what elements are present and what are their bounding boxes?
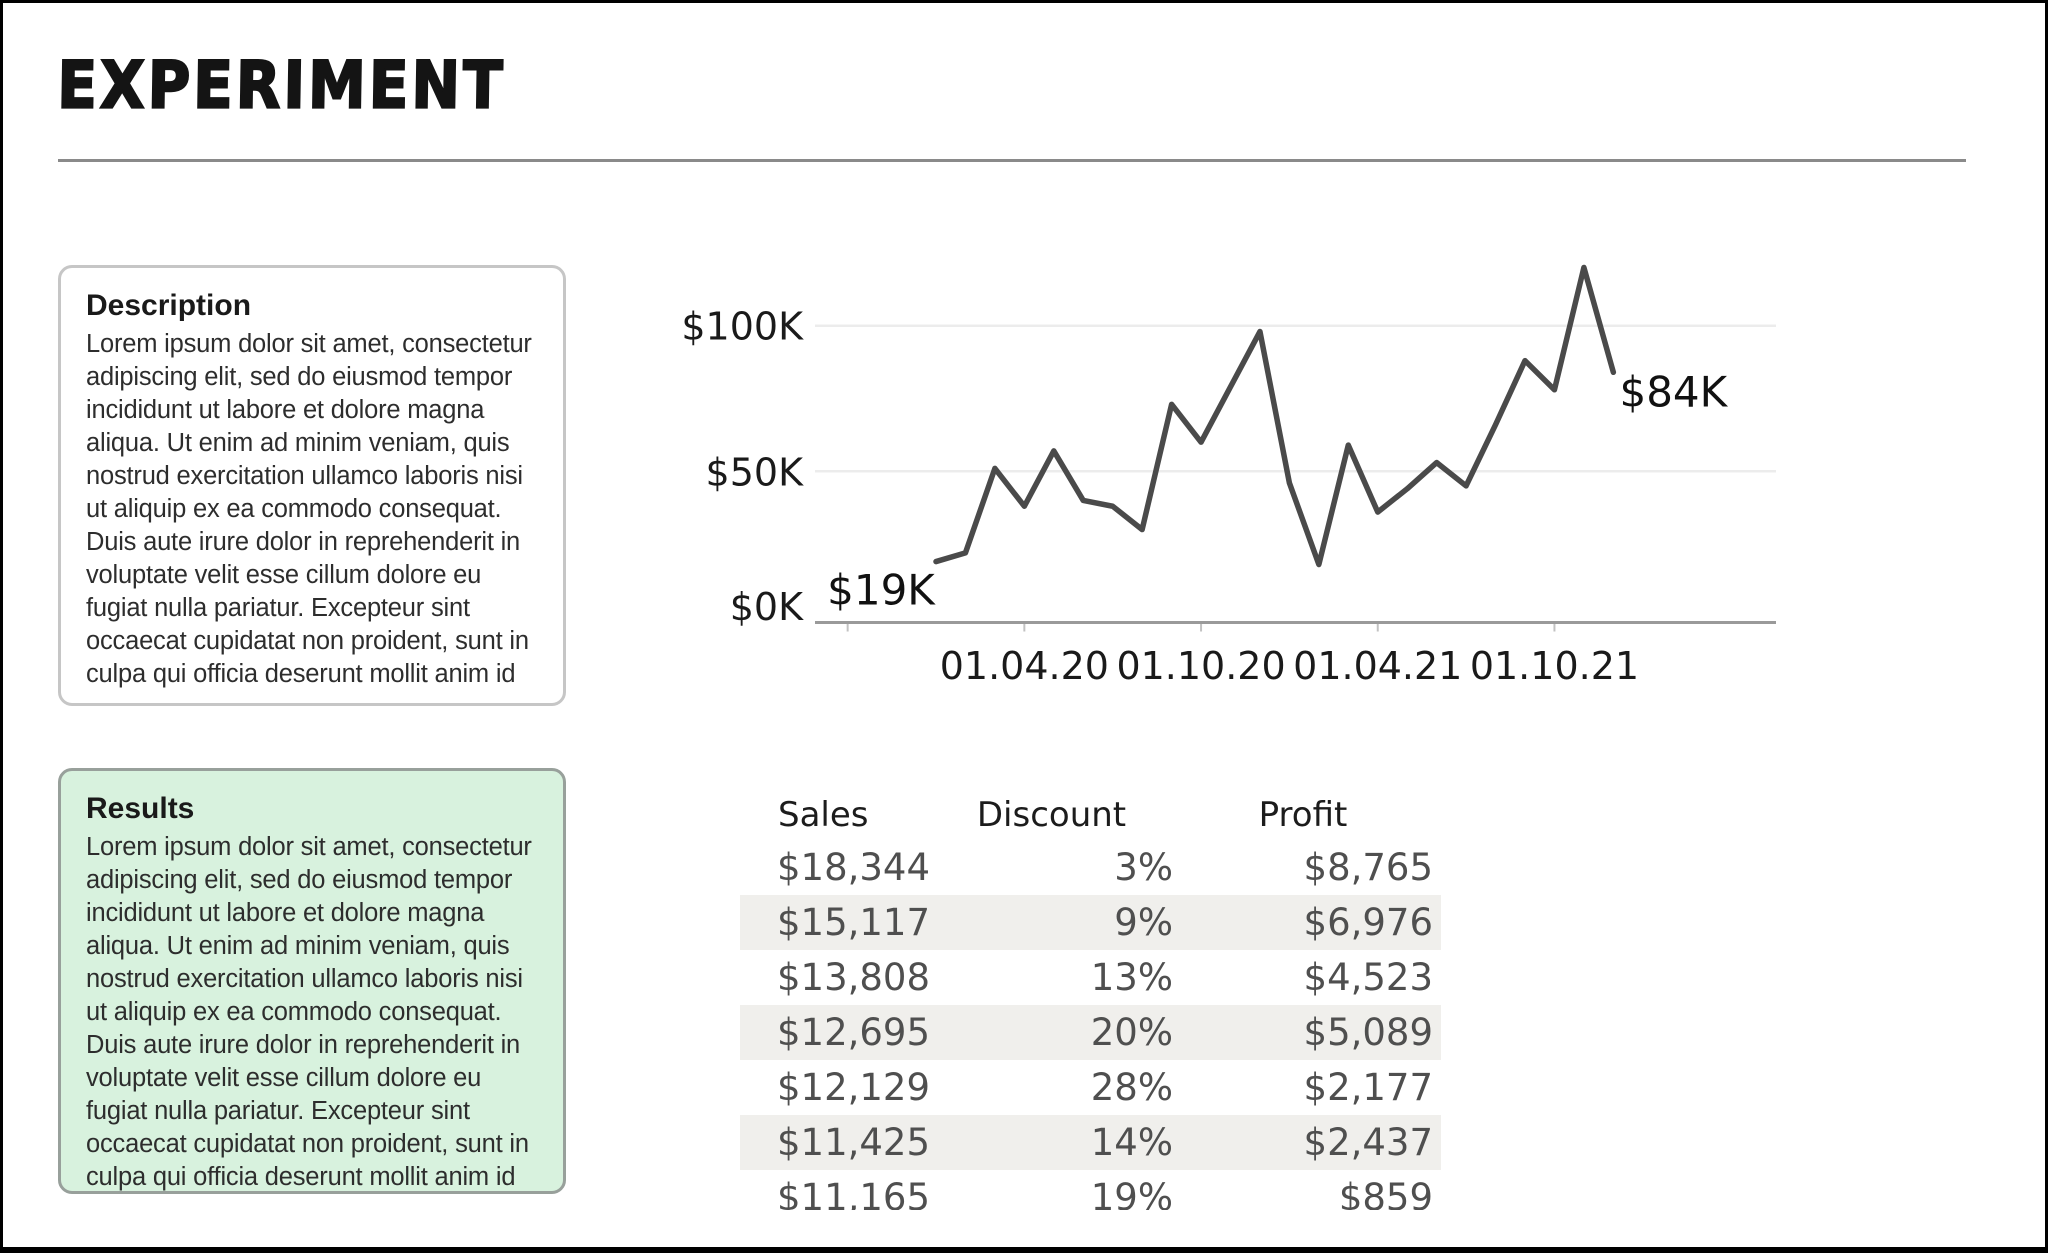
table-header-row: Sales Discount Profit [740,795,1441,840]
y-axis-tick-label: $100K [681,305,804,349]
table-cell: 20% [1090,1011,1173,1054]
x-axis-tick-label: 01.04.21 [1293,644,1462,688]
table-cell: 19% [1090,1176,1173,1210]
table-row: $12,695 20% $5,089 [740,1005,1441,1060]
y-axis-tick-label: $50K [706,450,805,494]
table-cell: 14% [1090,1121,1173,1164]
table-cell: $18,344 [776,846,930,889]
results-card-title: Results [86,792,195,825]
description-card: Description Lorem ipsum dolor sit amet, … [58,265,566,706]
table-header-sales: Sales [778,795,869,835]
page-title: Experiment [56,46,507,124]
y-axis-tick-label: $0K [730,585,804,629]
results-card: Results Lorem ipsum dolor sit amet, cons… [58,768,566,1194]
table-row: $18,344 3% $8,765 [740,840,1441,895]
start-value-annotation: $19K [827,566,936,615]
table-cell: $859 [1338,1176,1433,1210]
results-card-body: Lorem ipsum dolor sit amet, consectetur … [86,833,532,1191]
table-row: $12,129 28% $2,177 [740,1060,1441,1115]
table-cell: 28% [1090,1066,1173,1109]
x-axis-tick-label: 01.10.20 [1116,644,1285,688]
table-cell: $6,976 [1303,901,1433,944]
table-cell: $11,165 [776,1176,930,1210]
table-row: $15,117 9% $6,976 [740,895,1441,950]
sales-trend-line [933,264,1617,568]
table-cell: 13% [1090,956,1173,999]
table-cell: $13,808 [776,956,930,999]
table-cell: $15,117 [776,901,930,944]
table-cell: $4,523 [1303,956,1433,999]
table-cell: 3% [1114,846,1173,889]
table-cell: $2,437 [1303,1121,1433,1164]
x-axis-tick-label: 01.04.20 [940,644,1109,688]
table-cell: $8,765 [1303,846,1433,889]
description-card-title: Description [86,289,252,322]
table-header-discount: Discount [976,795,1127,835]
table-cell: $11,425 [776,1121,930,1164]
description-card-body: Lorem ipsum dolor sit amet, consectetur … [86,330,532,688]
table-cell: $12,695 [776,1011,930,1054]
table-row: $11,165 19% $859 [740,1170,1441,1210]
title-divider [58,159,1966,162]
table-cell: $5,089 [1303,1011,1433,1054]
table-row: $11,425 14% $2,437 [740,1115,1441,1170]
sales-table: Sales Discount Profit $18,344 3% $8,765 $15,11… [740,795,1441,1210]
table-cell: $12,129 [776,1066,930,1109]
table-cell: $2,177 [1303,1066,1433,1109]
x-axis-tick-label: 01.10.21 [1470,644,1639,688]
table-row: $13,808 13% $4,523 [740,950,1441,1005]
end-value-annotation: $84K [1619,367,1728,416]
table-cell: 9% [1114,901,1173,944]
table-header-profit: Profit [1258,795,1348,835]
